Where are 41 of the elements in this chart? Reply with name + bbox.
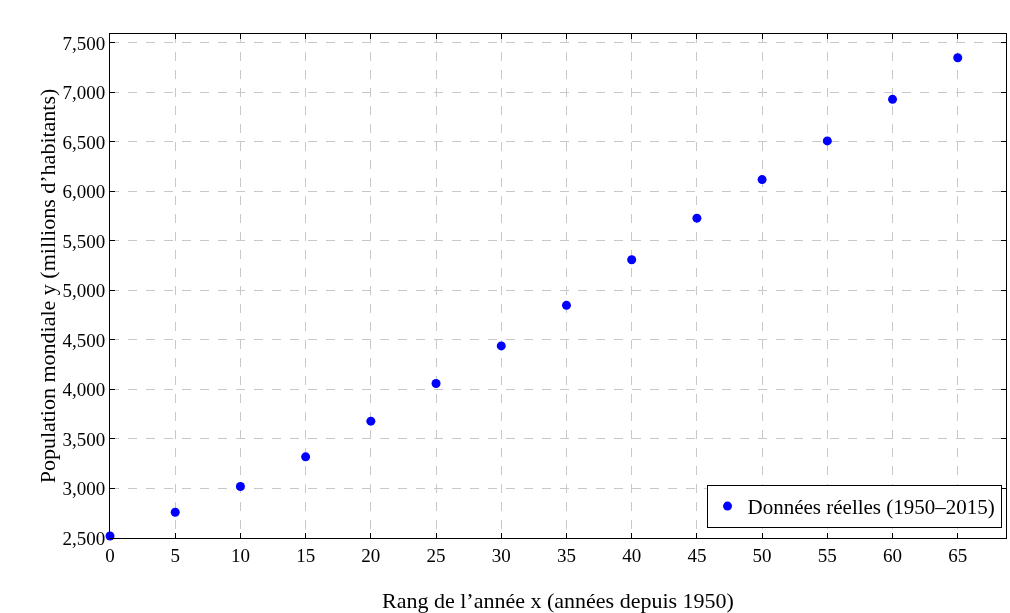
point bbox=[953, 53, 963, 63]
y-tick-label: 5,500 bbox=[62, 230, 106, 252]
y-tick-label: 7,500 bbox=[62, 32, 106, 54]
point bbox=[627, 255, 637, 265]
x-tick-label: 65 bbox=[948, 544, 968, 566]
point bbox=[561, 300, 571, 310]
y-tick-label: 4,500 bbox=[62, 329, 106, 351]
x-tick-label: 10 bbox=[230, 544, 250, 566]
x-tick-label: 55 bbox=[817, 544, 837, 566]
point bbox=[301, 452, 311, 462]
point bbox=[822, 136, 832, 146]
y-tick-label: 4,000 bbox=[62, 379, 106, 401]
point bbox=[692, 213, 702, 223]
x-tick-label: 35 bbox=[556, 544, 576, 566]
point bbox=[235, 482, 245, 492]
x-tick-label: 5 bbox=[170, 544, 180, 566]
x-tick-label: 20 bbox=[361, 544, 381, 566]
point bbox=[496, 341, 506, 351]
y-tick-label: 3,500 bbox=[62, 428, 106, 450]
point bbox=[757, 175, 767, 185]
legend-label: Données réelles (1950–2015) bbox=[747, 495, 995, 520]
y-tick-label: 6,500 bbox=[62, 131, 106, 153]
x-axis-title: Rang de l’année x (années depuis 1950) bbox=[382, 588, 734, 613]
y-tick-label: 7,000 bbox=[62, 82, 106, 104]
x-tick-label: 30 bbox=[491, 544, 511, 566]
x-tick-label: 50 bbox=[752, 544, 772, 566]
point bbox=[431, 379, 441, 389]
y-tick-label: 3,000 bbox=[62, 478, 106, 500]
point bbox=[888, 94, 898, 104]
y-tick-label: 2,500 bbox=[62, 527, 106, 549]
point bbox=[170, 507, 180, 517]
x-tick-label: 40 bbox=[622, 544, 642, 566]
x-tick-label: 0 bbox=[105, 544, 115, 566]
y-tick-label: 6,000 bbox=[62, 181, 106, 203]
x-tick-label: 25 bbox=[426, 544, 446, 566]
x-tick-label: 15 bbox=[296, 544, 316, 566]
y-axis-title: Population mondiale y (millions d’habitants) bbox=[35, 88, 61, 484]
point bbox=[366, 416, 376, 426]
x-tick-label: 45 bbox=[687, 544, 707, 566]
y-tick-label: 5,000 bbox=[62, 280, 106, 302]
x-tick-label: 60 bbox=[883, 544, 903, 566]
